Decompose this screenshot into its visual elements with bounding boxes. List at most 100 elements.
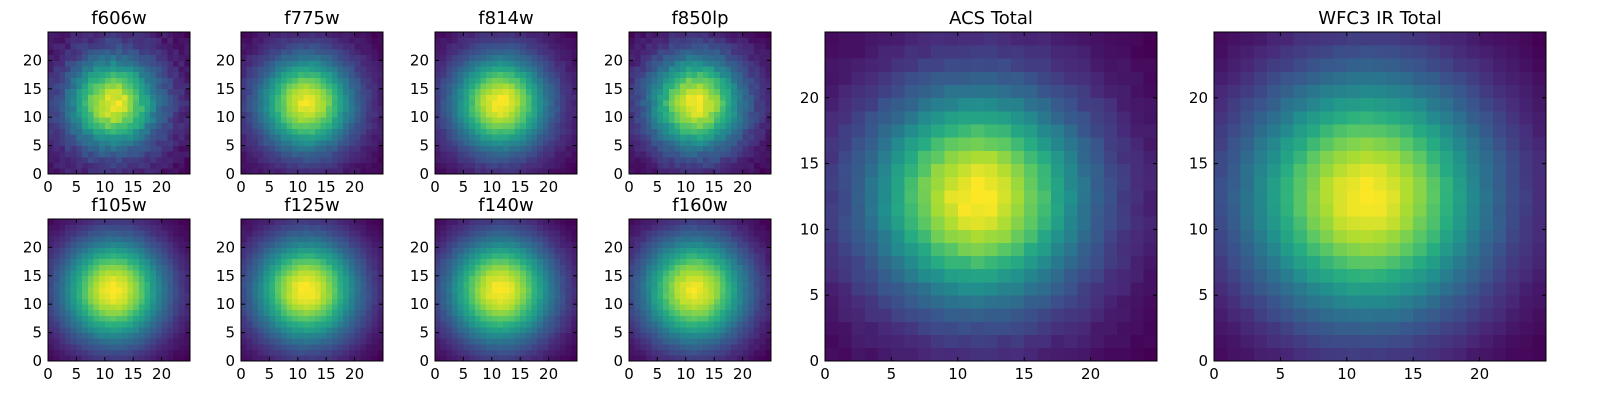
heatmap-cell <box>753 315 760 322</box>
heatmap-cell <box>629 298 636 305</box>
x-tick-label: 15 <box>124 365 143 383</box>
heatmap-cell <box>753 54 760 61</box>
heatmap-cell <box>309 37 316 44</box>
heatmap-cell <box>292 128 299 135</box>
heatmap-cell <box>116 241 123 248</box>
heatmap-cell <box>121 117 128 124</box>
heatmap-cell <box>269 151 276 158</box>
heatmap-cell <box>759 349 766 356</box>
heatmap-cell <box>508 253 515 260</box>
heatmap-cell <box>48 338 55 345</box>
heatmap-cell <box>292 219 299 226</box>
heatmap-cell <box>640 168 647 175</box>
heatmap-cell <box>76 224 83 231</box>
heatmap-cell <box>559 247 566 254</box>
heatmap-cell <box>127 100 134 107</box>
heatmap-cell <box>463 236 470 243</box>
heatmap-cell <box>184 343 191 350</box>
heatmap-cell <box>144 332 151 339</box>
heatmap-cell <box>514 77 521 84</box>
heatmap-cell <box>343 270 350 277</box>
heatmap-cell <box>246 219 253 226</box>
heatmap-cell <box>167 292 174 299</box>
heatmap-cell <box>241 258 248 265</box>
heatmap-cell <box>99 139 106 146</box>
heatmap-cell <box>87 88 94 95</box>
heatmap-cell <box>440 162 447 169</box>
heatmap-cell <box>286 77 293 84</box>
heatmap-cell <box>508 49 515 56</box>
heatmap-cell <box>497 332 504 339</box>
heatmap-cell <box>697 66 704 73</box>
heatmap-cell <box>514 168 521 175</box>
heatmap-cell <box>371 128 378 135</box>
heatmap-cell <box>144 37 151 44</box>
heatmap-cell <box>525 71 532 78</box>
heatmap-cell <box>491 338 498 345</box>
heatmap-cell <box>314 37 321 44</box>
heatmap-cell <box>514 332 521 339</box>
heatmap-cell <box>736 43 743 50</box>
heatmap-cell <box>714 100 721 107</box>
heatmap-cell <box>93 88 100 95</box>
heatmap-cell <box>48 315 55 322</box>
heatmap-cell <box>736 117 743 124</box>
heatmap-cell <box>258 236 265 243</box>
heatmap-cell <box>674 275 681 282</box>
heatmap-cell <box>525 156 532 163</box>
heatmap-cell <box>514 94 521 101</box>
heatmap-cell <box>531 304 538 311</box>
heatmap-cell <box>559 258 566 265</box>
heatmap-cell <box>76 168 83 175</box>
heatmap-cell <box>731 281 738 288</box>
heatmap-cell <box>497 162 504 169</box>
heatmap-cell <box>452 281 459 288</box>
heatmap-cell <box>59 224 66 231</box>
heatmap-cell <box>697 54 704 61</box>
heatmap-cell <box>697 332 704 339</box>
heatmap-cell <box>634 32 641 39</box>
heatmap-cell <box>303 54 310 61</box>
heatmap-cell <box>691 60 698 67</box>
heatmap-cell <box>474 145 481 152</box>
heatmap-cell <box>571 54 578 61</box>
heatmap-cell <box>360 145 367 152</box>
heatmap-cell <box>161 111 168 118</box>
heatmap-cell <box>571 343 578 350</box>
heatmap-cell <box>314 117 321 124</box>
heatmap-cell <box>275 236 282 243</box>
heatmap-cell <box>736 83 743 90</box>
heatmap-cell <box>377 60 384 67</box>
heatmap-cell <box>708 37 715 44</box>
heatmap-cell <box>525 66 532 73</box>
heatmap-cell <box>280 230 287 237</box>
heatmap-cell <box>725 145 732 152</box>
heatmap-cell <box>167 151 174 158</box>
heatmap-cell <box>537 349 544 356</box>
heatmap-cell <box>320 343 327 350</box>
heatmap-cell <box>155 349 162 356</box>
heatmap-cell <box>116 122 123 129</box>
heatmap-cell <box>725 37 732 44</box>
heatmap-cell <box>731 309 738 316</box>
heatmap-cell <box>314 134 321 141</box>
heatmap-cell <box>82 156 89 163</box>
heatmap-cell <box>554 292 561 299</box>
heatmap-cell <box>70 309 77 316</box>
heatmap-cell <box>371 321 378 328</box>
heatmap-cell <box>348 134 355 141</box>
heatmap-cell <box>121 139 128 146</box>
heatmap-cell <box>629 304 636 311</box>
heatmap-cell <box>463 287 470 294</box>
heatmap-cell <box>172 281 179 288</box>
heatmap-cell <box>138 349 145 356</box>
heatmap-cell <box>542 156 549 163</box>
heatmap-cell <box>634 100 641 107</box>
heatmap-cell <box>542 292 549 299</box>
heatmap-cell <box>640 134 647 141</box>
y-tick-label: 15 <box>410 267 429 285</box>
heatmap-cell <box>525 326 532 333</box>
heatmap-cell <box>138 264 145 271</box>
heatmap-cell <box>708 60 715 67</box>
heatmap-cell <box>59 32 66 39</box>
